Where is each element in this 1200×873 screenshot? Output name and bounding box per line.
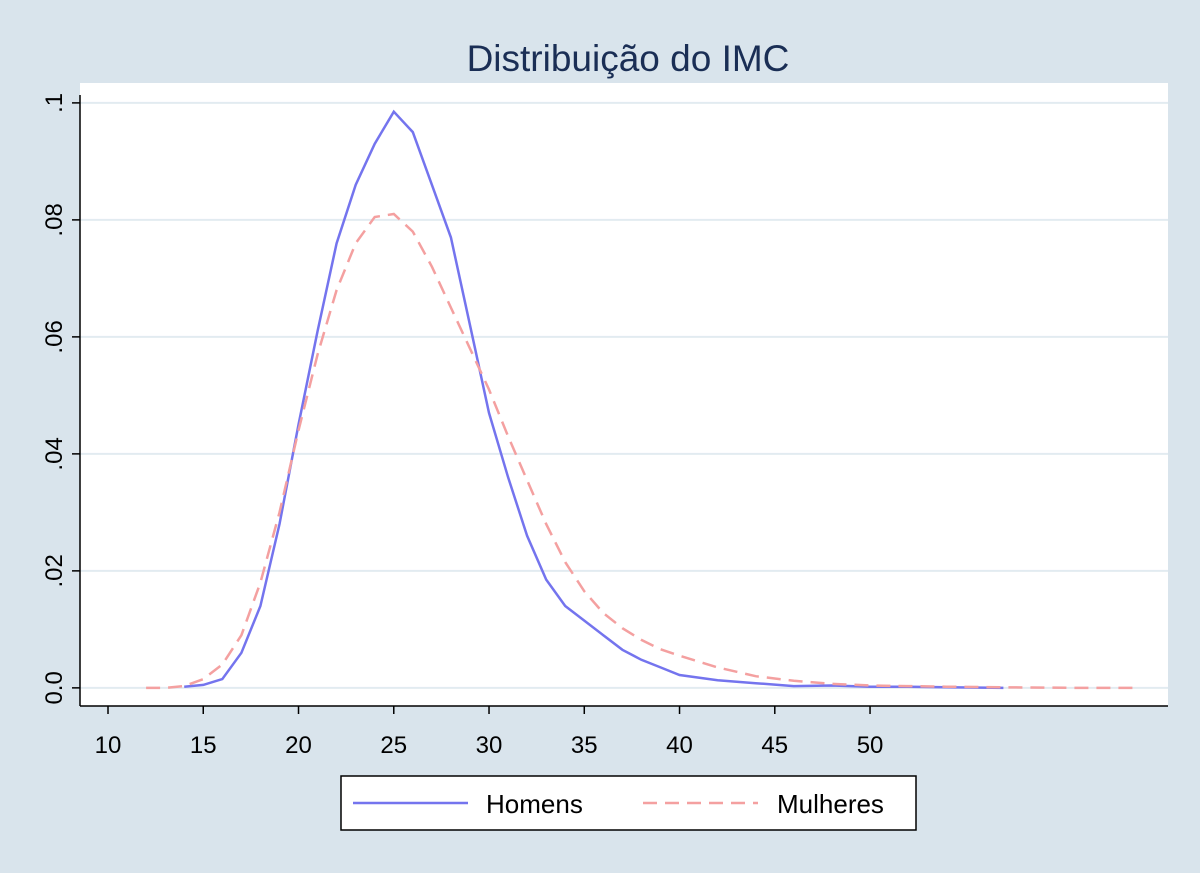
x-tick-label: 10 [95,732,122,759]
x-tick-label: 25 [380,732,407,759]
x-tick-label: 40 [666,732,693,759]
plot-area [80,83,1168,706]
legend-label: Homens [486,789,583,819]
chart-title: Distribuição do IMC [467,38,790,79]
y-tick-label: .1 [41,93,68,113]
x-tick-label: 45 [761,732,788,759]
y-tick-label: .04 [41,437,68,470]
y-tick-label: .08 [41,203,68,236]
y-tick-label: .06 [41,320,68,353]
x-tick-label: 50 [857,732,884,759]
y-tick-label: .02 [41,554,68,587]
x-tick-label: 20 [285,732,312,759]
x-tick-label: 30 [476,732,503,759]
x-tick-label: 35 [571,732,598,759]
legend-label: Mulheres [777,789,884,819]
line-series [184,109,1004,690]
line-series [146,212,1137,690]
y-tick-label: 0.0 [41,671,68,704]
x-tick-label: 15 [190,732,217,759]
